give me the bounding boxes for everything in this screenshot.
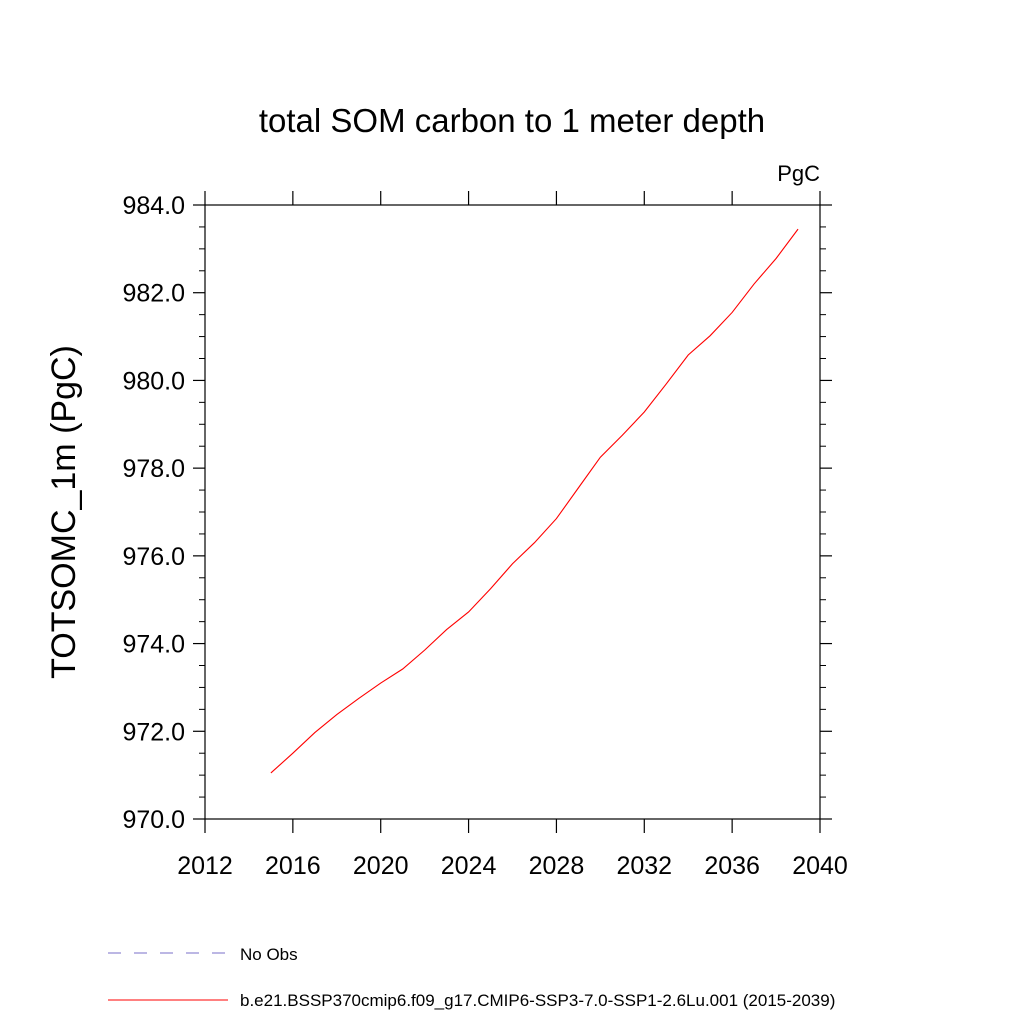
- x-tick-label: 2016: [265, 852, 321, 880]
- units-label: PgC: [777, 161, 820, 186]
- x-tick-label: 2036: [704, 852, 760, 880]
- x-tick-label: 2024: [441, 852, 497, 880]
- x-tick-label: 2040: [792, 852, 848, 880]
- y-axis: 970.0 972.0 974.0 976.0 978.0 980.0 982.0 984.0: [122, 192, 832, 834]
- legend: No Obs b.e21.BSSP370cmip6.f09_g17.CMIP6-…: [108, 945, 835, 1010]
- series-layer: [270, 228, 799, 774]
- legend-label-model: b.e21.BSSP370cmip6.f09_g17.CMIP6-SSP3-7.…: [240, 991, 835, 1010]
- y-tick-label: 972.0: [122, 718, 185, 746]
- y-tick-label: 974.0: [122, 631, 185, 659]
- y-tick-label: 978.0: [122, 455, 185, 483]
- plot-frame: [204, 204, 821, 820]
- y-tick-label: 984.0: [122, 192, 185, 220]
- x-tick-label: 2032: [616, 852, 672, 880]
- y-tick-label: 982.0: [122, 280, 185, 308]
- y-tick-label: 970.0: [122, 806, 185, 834]
- legend-label-no-obs: No Obs: [240, 945, 298, 964]
- chart-title: total SOM carbon to 1 meter depth: [259, 102, 765, 139]
- x-tick-label: 2028: [529, 852, 585, 880]
- y-tick-label: 980.0: [122, 367, 185, 395]
- series-line: [270, 228, 799, 774]
- y-tick-label: 976.0: [122, 543, 185, 571]
- x-tick-label: 2012: [177, 852, 233, 880]
- x-tick-label: 2020: [353, 852, 409, 880]
- y-axis-label: TOTSOMC_1m (PgC): [45, 345, 83, 679]
- x-axis: 2012 2016 2020 2024 2028 2032 2036 2040: [177, 191, 848, 880]
